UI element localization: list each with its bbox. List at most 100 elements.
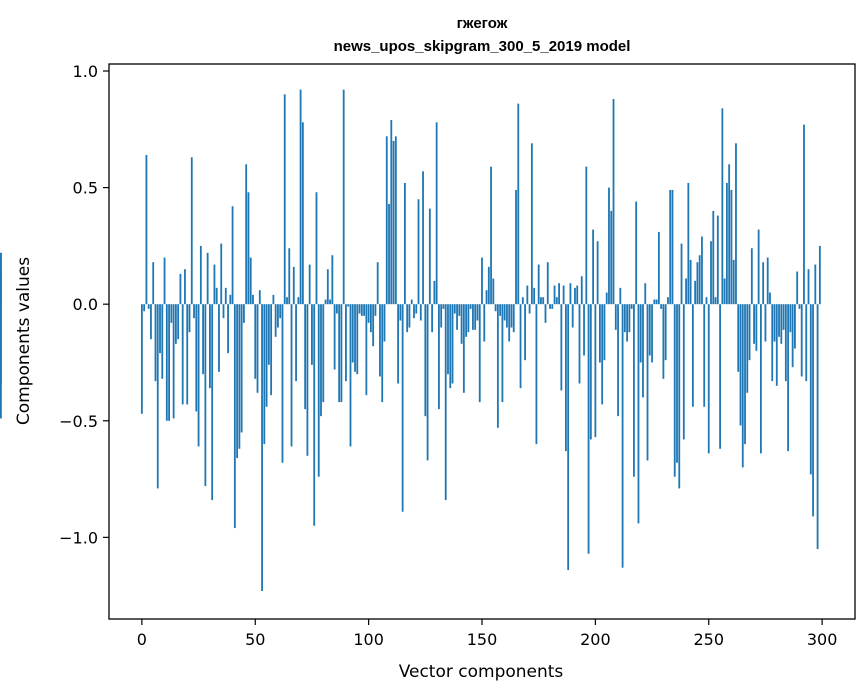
bar (190, 157, 193, 305)
bar (236, 304, 239, 459)
bar (646, 304, 649, 461)
bar (592, 229, 595, 305)
bar (800, 304, 803, 377)
bar (460, 304, 463, 344)
bar (762, 262, 765, 305)
bar (621, 304, 624, 568)
plot-frame (108, 63, 856, 620)
bar (209, 304, 211, 389)
bar (735, 143, 737, 305)
bar (147, 304, 150, 309)
bar (413, 304, 415, 319)
bar (159, 304, 161, 354)
bar (655, 299, 658, 305)
bar (156, 304, 159, 489)
bar (775, 304, 778, 386)
bar (689, 259, 692, 305)
bar (438, 304, 440, 410)
bar (639, 304, 642, 363)
bar (780, 304, 783, 344)
bar (281, 304, 284, 463)
bar (544, 304, 547, 323)
bar (712, 210, 715, 305)
bar (447, 304, 449, 375)
bar (657, 231, 660, 305)
bar (295, 304, 297, 382)
bar (193, 304, 195, 319)
bar (419, 304, 422, 321)
bar (410, 299, 413, 305)
bar (0, 304, 2, 419)
y-tick-label: 0.5 (73, 179, 98, 198)
bar (204, 304, 207, 487)
bar (623, 304, 626, 333)
bar (506, 304, 508, 328)
bar (426, 304, 429, 461)
bar (696, 262, 699, 305)
bar (678, 304, 681, 489)
y-tick-label: −0.5 (59, 412, 98, 431)
bar (564, 304, 567, 452)
bar (503, 304, 506, 321)
bar (757, 229, 760, 305)
bar (376, 262, 379, 305)
bar (698, 255, 701, 305)
bar (746, 304, 749, 393)
bar (433, 280, 436, 305)
bar (381, 304, 384, 403)
x-tick-label: 250 (693, 630, 724, 649)
bar (340, 304, 343, 403)
bar (569, 283, 572, 305)
bar (753, 304, 755, 344)
x-tick-label: 50 (245, 630, 265, 649)
x-tick-label: 150 (467, 630, 498, 649)
bar (648, 304, 651, 356)
bar (218, 304, 220, 372)
x-tick-label: 0 (137, 630, 147, 649)
bar (188, 304, 191, 333)
bar (165, 304, 168, 421)
bar (501, 304, 504, 403)
bar (401, 304, 404, 512)
bar (494, 304, 497, 312)
bar (184, 269, 186, 305)
bar (589, 304, 592, 440)
bar (140, 304, 143, 414)
bar (571, 304, 574, 328)
bar (331, 255, 334, 305)
chart-title: гжегож (457, 15, 508, 32)
bar (778, 304, 780, 337)
bar (660, 304, 663, 309)
bar (304, 304, 307, 410)
bar (154, 304, 157, 382)
bar (152, 262, 155, 305)
bar (551, 304, 554, 309)
bar (390, 119, 393, 305)
bar (807, 269, 810, 305)
bar (608, 187, 610, 305)
bar (478, 304, 481, 403)
bar (290, 304, 293, 447)
bar (174, 304, 177, 344)
bar (492, 278, 495, 305)
bar (558, 283, 560, 305)
bar (805, 304, 808, 382)
bar (691, 304, 694, 407)
bar (270, 304, 273, 396)
bar (637, 304, 640, 524)
bar (252, 294, 254, 305)
bar (442, 304, 445, 309)
bar (553, 285, 556, 305)
bar (803, 124, 805, 305)
bar (642, 304, 644, 398)
bar (587, 304, 590, 554)
bar (578, 304, 581, 384)
bar (299, 89, 302, 305)
bar (784, 304, 787, 382)
bar (549, 304, 551, 309)
chart-subtitle: news_upos_skipgram_300_5_2019 model (334, 38, 631, 55)
bar (422, 171, 424, 305)
bar (537, 264, 540, 305)
bar (521, 297, 524, 305)
